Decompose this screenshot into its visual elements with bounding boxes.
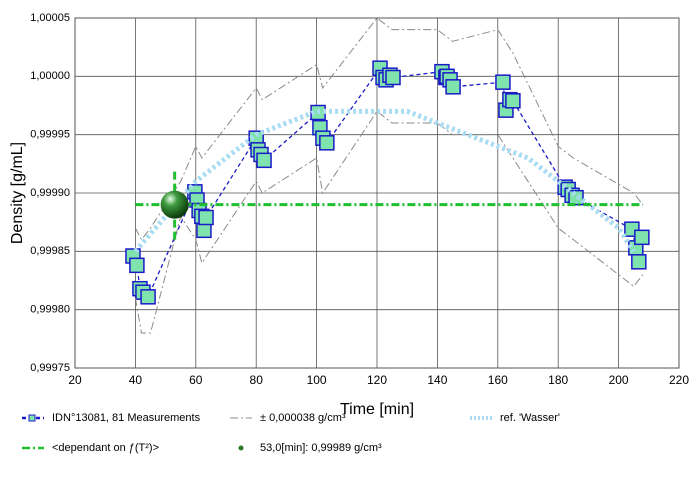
marker-square	[385, 69, 401, 86]
x-tick-label: 220	[669, 373, 689, 387]
series-line	[134, 17, 644, 241]
y-tick-label: 0,99995	[30, 129, 70, 141]
marker-square	[140, 289, 156, 305]
y-tick-label: 1,00005	[30, 12, 70, 24]
legend-label: <dependant on ƒ(T²)>	[52, 442, 159, 454]
x-tick-label: 80	[250, 373, 264, 387]
x-axis-label: Time [min]	[340, 401, 414, 418]
marker-square	[634, 229, 650, 246]
legend-swatch	[28, 414, 36, 422]
series-line	[133, 108, 636, 253]
marker-square	[198, 209, 214, 226]
marker-square	[196, 222, 212, 239]
marker-square	[495, 74, 511, 90]
marker-square	[256, 152, 272, 169]
legend-label: 53,0[min]: 0,99989 g/cm³	[260, 442, 382, 454]
x-tick-label: 120	[367, 373, 387, 387]
marker-square	[505, 93, 521, 109]
marker-square	[319, 135, 335, 151]
x-tick-label: 180	[548, 373, 568, 387]
marker-square	[129, 257, 145, 274]
legend-label: IDN°13081, 81 Measurements	[52, 412, 201, 424]
y-tick-label: 0,99980	[30, 304, 70, 316]
x-tick-label: 200	[609, 373, 629, 387]
x-tick-label: 160	[488, 373, 508, 387]
x-tick-label: 100	[307, 373, 327, 387]
legend-label: ref. 'Wasser'	[500, 412, 560, 424]
marker-sphere	[160, 190, 189, 219]
y-tick-label: 1,00000	[30, 70, 70, 82]
y-tick-label: 0,99975	[30, 362, 70, 374]
legend-swatch	[238, 445, 244, 451]
legend-label: ± 0,000038 g/cm³	[260, 412, 346, 424]
band-lower-line	[134, 110, 644, 334]
y-tick-label: 0,99990	[30, 187, 70, 199]
x-tick-label: 40	[129, 373, 143, 387]
y-axis-label: Density [g/mL]	[9, 142, 26, 244]
x-tick-label: 60	[189, 373, 203, 387]
x-tick-label: 140	[427, 373, 447, 387]
x-tick-label: 20	[68, 373, 82, 387]
y-tick-label: 0,99985	[30, 245, 70, 257]
marker-square	[445, 79, 461, 95]
marker-square	[631, 254, 647, 270]
